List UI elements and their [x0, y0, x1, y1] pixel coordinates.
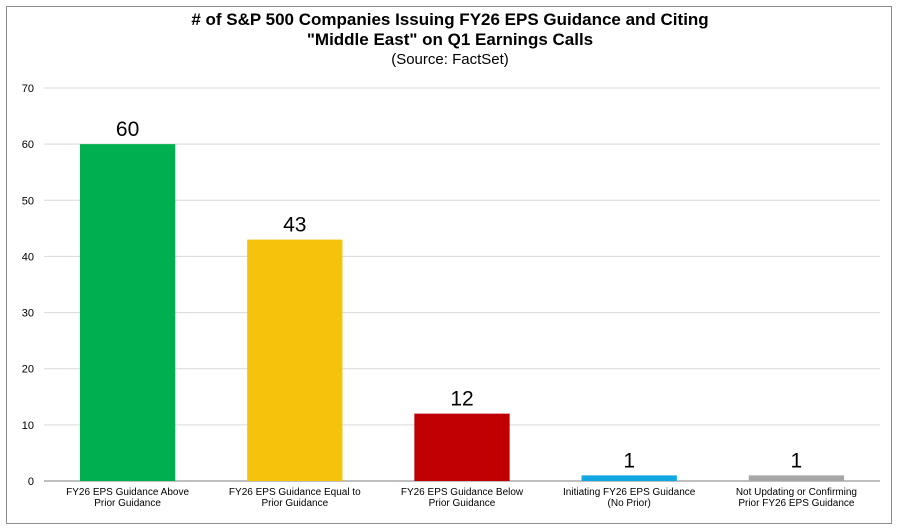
y-tick-label: 40 — [22, 251, 34, 263]
bar — [247, 239, 343, 481]
data-label: 43 — [283, 214, 306, 237]
x-tick-label: FY26 EPS Guidance Equal to — [229, 487, 361, 498]
bar — [414, 413, 510, 481]
x-tick-label: Prior Guidance — [261, 498, 328, 509]
y-tick-label: 70 — [22, 83, 34, 95]
y-tick-label: 50 — [22, 195, 34, 207]
data-label: 1 — [623, 449, 635, 472]
y-tick-label: 20 — [22, 364, 34, 376]
x-tick-label: Prior FY26 EPS Guidance — [738, 498, 855, 509]
chart-title-line-1: # of S&P 500 Companies Issuing FY26 EPS … — [191, 10, 709, 29]
y-tick-label: 10 — [22, 420, 34, 432]
x-tick-label: Initiating FY26 EPS Guidance — [563, 487, 696, 498]
bar — [79, 144, 176, 481]
bar — [748, 475, 845, 481]
y-tick-label: 0 — [28, 476, 34, 488]
chart-subtitle: (Source: FactSet) — [391, 51, 509, 68]
data-label: 1 — [791, 449, 803, 472]
x-tick-label: (No Prior) — [608, 498, 651, 509]
x-tick-label: Not Updating or Confirming — [736, 487, 857, 498]
chart-title-block: # of S&P 500 Companies Issuing FY26 EPS … — [0, 10, 900, 69]
data-label: 12 — [450, 388, 473, 411]
y-tick-label: 60 — [22, 139, 34, 151]
x-tick-label: FY26 EPS Guidance Above — [66, 487, 189, 498]
bar — [581, 475, 677, 481]
chart-title-line-2: "Middle East" on Q1 Earnings Calls — [306, 30, 594, 49]
x-tick-label: Prior Guidance — [429, 498, 496, 509]
x-tick-label: Prior Guidance — [94, 498, 161, 509]
y-tick-label: 30 — [22, 308, 34, 320]
x-tick-label: FY26 EPS Guidance Below — [401, 487, 524, 498]
data-label: 60 — [116, 118, 139, 141]
